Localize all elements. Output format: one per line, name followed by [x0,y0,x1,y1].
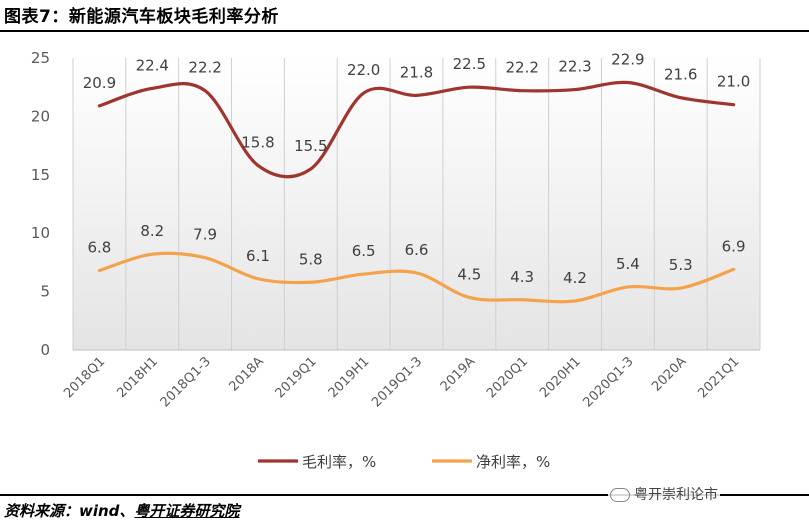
data-point [204,257,206,259]
data-point [204,90,206,92]
watermark-text: 粤开崇利论市 [634,487,718,503]
x-tick-label: 2020Q1 [484,354,531,401]
source-prefix: 资料来源：wind、 [4,502,135,520]
data-label: 5.8 [299,250,323,268]
legend-label: 毛利率，% [302,453,376,471]
data-label: 4.2 [563,269,587,287]
footer-rule [0,494,809,496]
data-point [733,104,735,106]
data-point [521,299,523,301]
x-tick-label: 2018Q1 [61,354,108,401]
source-org: 粤开证券研究院 [134,502,240,520]
data-label: 15.5 [294,137,327,155]
data-label: 21.0 [717,73,750,91]
data-label: 5.4 [616,255,640,273]
x-tick-label: 2021Q1 [695,354,742,401]
data-point [257,164,259,166]
data-label: 6.6 [405,241,429,259]
y-tick-label: 0 [40,341,50,359]
data-label: 6.1 [246,247,270,265]
data-point [151,87,153,89]
x-tick-label: 2018Q1-3 [158,354,214,410]
data-point [310,168,312,170]
data-label: 6.8 [87,239,111,257]
data-point [521,90,523,92]
data-label: 6.9 [722,237,746,255]
x-tick-label: 2018H1 [114,354,161,401]
plot-area [73,58,760,350]
data-point [363,92,365,94]
x-tick-label: 2020H1 [537,354,584,401]
data-point [627,82,629,84]
data-point [468,86,470,88]
data-point [310,281,312,283]
x-tick-label: 2020A [649,354,689,394]
data-label: 22.2 [505,59,538,77]
data-label: 4.3 [510,268,534,286]
data-label: 22.9 [611,51,644,69]
data-label: 20.9 [83,74,116,92]
data-label: 6.5 [352,242,376,260]
y-tick-label: 15 [31,166,50,184]
data-point [680,287,682,289]
chart-title: 图表7：新能源汽车板块毛利率分析 [4,7,279,27]
data-label: 8.2 [140,222,164,240]
wechat-icon [610,488,630,502]
data-label: 21.8 [400,63,433,81]
data-point [98,105,100,107]
data-point [98,270,100,272]
data-point [680,97,682,99]
source-note: 资料来源：wind、粤开证券研究院 [4,500,239,521]
y-tick-label: 20 [31,107,50,125]
data-label: 22.5 [453,55,486,73]
data-point [416,272,417,274]
y-tick-label: 10 [31,224,50,242]
data-label: 5.3 [669,256,693,274]
data-point [416,94,417,96]
x-tick-label: 2019A [438,354,478,394]
x-tick-label: 2019Q1 [273,354,320,401]
title-rule [0,30,809,32]
data-label: 22.4 [136,56,169,74]
data-label: 22.2 [188,59,221,77]
data-point [468,296,470,298]
data-point [574,89,576,91]
data-label: 4.5 [457,265,481,283]
legend-label: 净利率，% [476,453,550,471]
x-tick-label: 2020Q1-3 [580,354,636,410]
x-tick-label: 2018A [226,354,266,394]
data-point [257,278,259,280]
y-tick-label: 5 [40,283,50,301]
y-tick-label: 25 [31,49,50,67]
data-label: 21.6 [664,66,697,84]
data-point [363,273,365,275]
x-tick-label: 2019Q1-3 [369,354,425,410]
data-label: 15.8 [241,133,274,151]
data-point [733,268,735,270]
data-label: 22.3 [558,58,591,76]
watermark: 粤开崇利论市 [608,484,720,504]
data-label: 22.0 [347,61,380,79]
data-label: 7.9 [193,226,217,244]
data-point [151,253,153,255]
data-point [574,300,576,302]
x-tick-label: 2019H1 [326,354,373,401]
data-point [627,286,629,288]
